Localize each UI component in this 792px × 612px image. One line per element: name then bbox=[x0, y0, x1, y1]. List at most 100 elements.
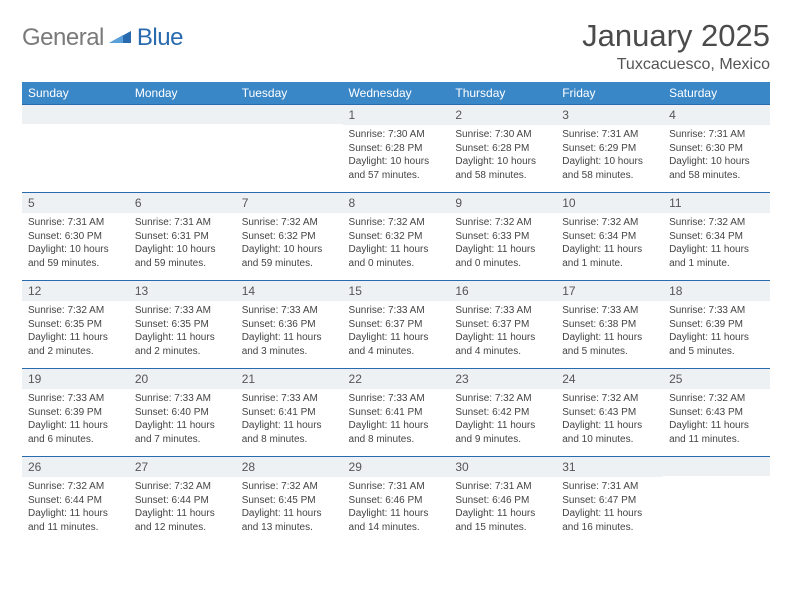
daylight-line: Daylight: 11 hours and 11 minutes. bbox=[669, 419, 764, 446]
day-details: Sunrise: 7:33 AMSunset: 6:38 PMDaylight:… bbox=[556, 301, 663, 362]
title-block: January 2025 Tuxcacuesco, Mexico bbox=[582, 18, 770, 74]
day-details: Sunrise: 7:32 AMSunset: 6:34 PMDaylight:… bbox=[663, 213, 770, 274]
day-number: 10 bbox=[556, 192, 663, 213]
calendar-day-cell: 3Sunrise: 7:31 AMSunset: 6:29 PMDaylight… bbox=[556, 104, 663, 192]
day-details: Sunrise: 7:33 AMSunset: 6:39 PMDaylight:… bbox=[663, 301, 770, 362]
calendar-day-cell: 27Sunrise: 7:32 AMSunset: 6:44 PMDayligh… bbox=[129, 456, 236, 544]
day-number: 30 bbox=[449, 456, 556, 477]
calendar-day-cell: 23Sunrise: 7:32 AMSunset: 6:42 PMDayligh… bbox=[449, 368, 556, 456]
sunset-line: Sunset: 6:47 PM bbox=[562, 494, 657, 508]
daylight-line: Daylight: 11 hours and 10 minutes. bbox=[562, 419, 657, 446]
day-number: 14 bbox=[236, 280, 343, 301]
empty-day-header bbox=[663, 456, 770, 476]
day-details: Sunrise: 7:32 AMSunset: 6:44 PMDaylight:… bbox=[22, 477, 129, 538]
sunset-line: Sunset: 6:28 PM bbox=[349, 142, 444, 156]
day-details: Sunrise: 7:33 AMSunset: 6:39 PMDaylight:… bbox=[22, 389, 129, 450]
daylight-line: Daylight: 11 hours and 8 minutes. bbox=[242, 419, 337, 446]
sunset-line: Sunset: 6:36 PM bbox=[242, 318, 337, 332]
day-number: 6 bbox=[129, 192, 236, 213]
calendar-week-row: 1Sunrise: 7:30 AMSunset: 6:28 PMDaylight… bbox=[22, 104, 770, 192]
calendar-day-cell: 1Sunrise: 7:30 AMSunset: 6:28 PMDaylight… bbox=[343, 104, 450, 192]
daylight-line: Daylight: 11 hours and 7 minutes. bbox=[135, 419, 230, 446]
sunset-line: Sunset: 6:33 PM bbox=[455, 230, 550, 244]
sunset-line: Sunset: 6:30 PM bbox=[28, 230, 123, 244]
sunrise-line: Sunrise: 7:31 AM bbox=[562, 480, 657, 494]
calendar-day-cell: 8Sunrise: 7:32 AMSunset: 6:32 PMDaylight… bbox=[343, 192, 450, 280]
day-details: Sunrise: 7:32 AMSunset: 6:35 PMDaylight:… bbox=[22, 301, 129, 362]
day-details: Sunrise: 7:30 AMSunset: 6:28 PMDaylight:… bbox=[449, 125, 556, 186]
sunset-line: Sunset: 6:42 PM bbox=[455, 406, 550, 420]
day-number: 4 bbox=[663, 104, 770, 125]
sunrise-line: Sunrise: 7:31 AM bbox=[562, 128, 657, 142]
sunset-line: Sunset: 6:37 PM bbox=[455, 318, 550, 332]
day-number: 28 bbox=[236, 456, 343, 477]
sunset-line: Sunset: 6:31 PM bbox=[135, 230, 230, 244]
day-details: Sunrise: 7:33 AMSunset: 6:41 PMDaylight:… bbox=[343, 389, 450, 450]
sunset-line: Sunset: 6:38 PM bbox=[562, 318, 657, 332]
calendar-day-cell: 4Sunrise: 7:31 AMSunset: 6:30 PMDaylight… bbox=[663, 104, 770, 192]
calendar-day-cell: 22Sunrise: 7:33 AMSunset: 6:41 PMDayligh… bbox=[343, 368, 450, 456]
day-number: 1 bbox=[343, 104, 450, 125]
day-number: 9 bbox=[449, 192, 556, 213]
calendar-table: SundayMondayTuesdayWednesdayThursdayFrid… bbox=[22, 82, 770, 544]
sunrise-line: Sunrise: 7:33 AM bbox=[242, 304, 337, 318]
calendar-day-cell: 20Sunrise: 7:33 AMSunset: 6:40 PMDayligh… bbox=[129, 368, 236, 456]
daylight-line: Daylight: 10 hours and 58 minutes. bbox=[669, 155, 764, 182]
day-details: Sunrise: 7:32 AMSunset: 6:33 PMDaylight:… bbox=[449, 213, 556, 274]
sunset-line: Sunset: 6:28 PM bbox=[455, 142, 550, 156]
brand-logo: General Blue bbox=[22, 24, 183, 52]
daylight-line: Daylight: 11 hours and 9 minutes. bbox=[455, 419, 550, 446]
sunrise-line: Sunrise: 7:33 AM bbox=[349, 392, 444, 406]
day-number: 22 bbox=[343, 368, 450, 389]
day-number: 17 bbox=[556, 280, 663, 301]
sunrise-line: Sunrise: 7:31 AM bbox=[349, 480, 444, 494]
sunset-line: Sunset: 6:45 PM bbox=[242, 494, 337, 508]
sunset-line: Sunset: 6:40 PM bbox=[135, 406, 230, 420]
sunset-line: Sunset: 6:43 PM bbox=[562, 406, 657, 420]
day-details: Sunrise: 7:31 AMSunset: 6:46 PMDaylight:… bbox=[449, 477, 556, 538]
sunrise-line: Sunrise: 7:32 AM bbox=[562, 216, 657, 230]
sunset-line: Sunset: 6:34 PM bbox=[669, 230, 764, 244]
sunset-line: Sunset: 6:35 PM bbox=[135, 318, 230, 332]
calendar-day-cell: 18Sunrise: 7:33 AMSunset: 6:39 PMDayligh… bbox=[663, 280, 770, 368]
sunset-line: Sunset: 6:30 PM bbox=[669, 142, 764, 156]
day-number: 19 bbox=[22, 368, 129, 389]
daylight-line: Daylight: 11 hours and 13 minutes. bbox=[242, 507, 337, 534]
day-number: 18 bbox=[663, 280, 770, 301]
day-details: Sunrise: 7:31 AMSunset: 6:30 PMDaylight:… bbox=[22, 213, 129, 274]
day-number: 25 bbox=[663, 368, 770, 389]
empty-day-header bbox=[129, 104, 236, 124]
calendar-day-cell: 30Sunrise: 7:31 AMSunset: 6:46 PMDayligh… bbox=[449, 456, 556, 544]
daylight-line: Daylight: 11 hours and 16 minutes. bbox=[562, 507, 657, 534]
page-header: General Blue January 2025 Tuxcacuesco, M… bbox=[22, 18, 770, 74]
daylight-line: Daylight: 11 hours and 6 minutes. bbox=[28, 419, 123, 446]
day-details: Sunrise: 7:31 AMSunset: 6:29 PMDaylight:… bbox=[556, 125, 663, 186]
calendar-day-cell: 16Sunrise: 7:33 AMSunset: 6:37 PMDayligh… bbox=[449, 280, 556, 368]
sunrise-line: Sunrise: 7:32 AM bbox=[349, 216, 444, 230]
empty-day-header bbox=[22, 104, 129, 124]
day-details: Sunrise: 7:31 AMSunset: 6:46 PMDaylight:… bbox=[343, 477, 450, 538]
day-number: 26 bbox=[22, 456, 129, 477]
sunrise-line: Sunrise: 7:30 AM bbox=[455, 128, 550, 142]
calendar-day-cell: 15Sunrise: 7:33 AMSunset: 6:37 PMDayligh… bbox=[343, 280, 450, 368]
calendar-empty-cell bbox=[22, 104, 129, 192]
calendar-day-cell: 11Sunrise: 7:32 AMSunset: 6:34 PMDayligh… bbox=[663, 192, 770, 280]
calendar-day-cell: 2Sunrise: 7:30 AMSunset: 6:28 PMDaylight… bbox=[449, 104, 556, 192]
day-details: Sunrise: 7:32 AMSunset: 6:45 PMDaylight:… bbox=[236, 477, 343, 538]
sunset-line: Sunset: 6:46 PM bbox=[455, 494, 550, 508]
sunrise-line: Sunrise: 7:30 AM bbox=[349, 128, 444, 142]
sunset-line: Sunset: 6:43 PM bbox=[669, 406, 764, 420]
daylight-line: Daylight: 11 hours and 15 minutes. bbox=[455, 507, 550, 534]
calendar-day-cell: 5Sunrise: 7:31 AMSunset: 6:30 PMDaylight… bbox=[22, 192, 129, 280]
brand-triangle-icon bbox=[109, 27, 131, 50]
day-number: 31 bbox=[556, 456, 663, 477]
day-details: Sunrise: 7:31 AMSunset: 6:30 PMDaylight:… bbox=[663, 125, 770, 186]
calendar-week-row: 5Sunrise: 7:31 AMSunset: 6:30 PMDaylight… bbox=[22, 192, 770, 280]
daylight-line: Daylight: 11 hours and 1 minute. bbox=[562, 243, 657, 270]
empty-day-header bbox=[236, 104, 343, 124]
weekday-header: Monday bbox=[129, 82, 236, 104]
day-number: 29 bbox=[343, 456, 450, 477]
day-details: Sunrise: 7:32 AMSunset: 6:32 PMDaylight:… bbox=[236, 213, 343, 274]
day-details: Sunrise: 7:32 AMSunset: 6:43 PMDaylight:… bbox=[663, 389, 770, 450]
daylight-line: Daylight: 10 hours and 58 minutes. bbox=[562, 155, 657, 182]
